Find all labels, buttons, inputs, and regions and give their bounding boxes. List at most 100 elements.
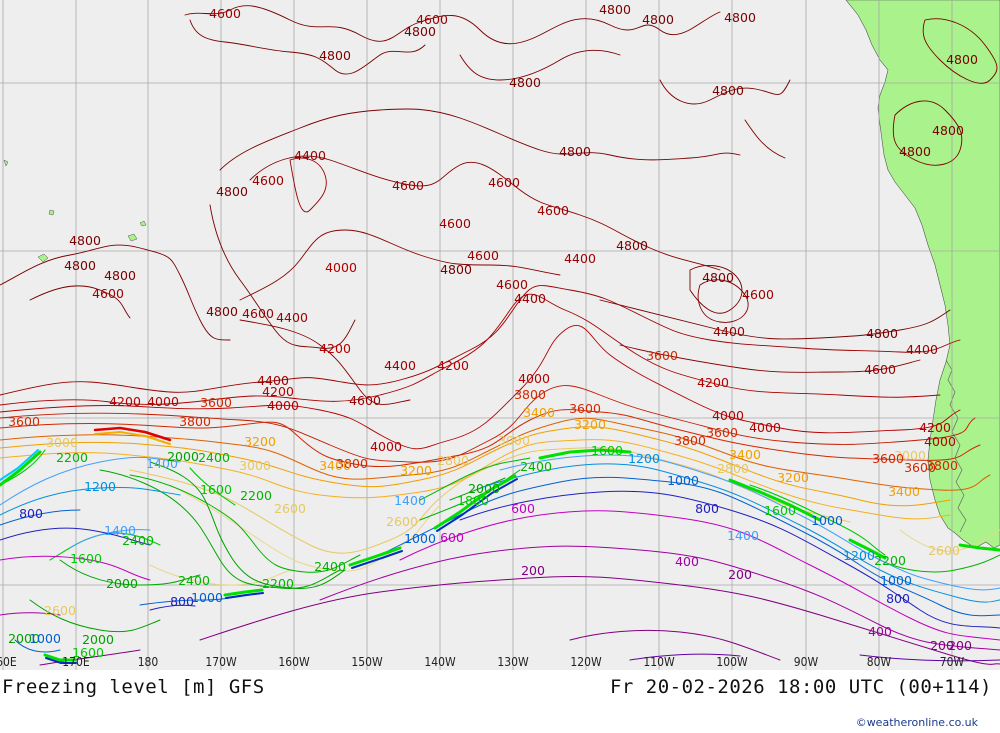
contour-label: 1000 (404, 531, 436, 546)
contour-label: 4800 (616, 238, 648, 253)
contour-4800-land (922, 18, 998, 84)
contour-4600 (697, 279, 749, 323)
contour-label: 4400 (384, 358, 416, 373)
longitude-tick-label: 160E (0, 655, 17, 669)
contour-label: 4800 (724, 10, 756, 25)
contour-label: 3800 (674, 433, 706, 448)
contour-label: 1400 (146, 456, 178, 471)
contour-label: 4800 (702, 270, 734, 285)
contour-label: 4400 (713, 324, 745, 339)
contour-label: 3600 (8, 414, 40, 429)
contour-label: 4800 (440, 262, 472, 277)
contour-label: 3600 (706, 425, 738, 440)
longitude-tick-label: 70W (940, 655, 965, 669)
contour-800 (149, 604, 196, 611)
contour-label: 4800 (899, 144, 931, 159)
contour-label: 200 (728, 567, 752, 582)
contour-label: 200 (521, 563, 545, 578)
credit-link[interactable]: ©weatheronline.co.uk (855, 716, 978, 729)
contour-label: 4000 (267, 398, 299, 413)
contour-label: 4400 (906, 342, 938, 357)
longitude-tick-label: 120W (570, 655, 602, 669)
longitude-tick-label: 150W (351, 655, 383, 669)
jet-segment (436, 478, 518, 532)
contour-label: 1400 (394, 493, 426, 508)
jet-segment (225, 592, 264, 599)
contour-label: 4600 (349, 393, 381, 408)
contour-label: 1000 (191, 590, 223, 605)
contour-label: 4400 (257, 373, 289, 388)
contour-600 (0, 555, 151, 581)
contour-label: 1600 (70, 551, 102, 566)
jet-segment (958, 543, 1000, 552)
contour-200 (199, 575, 1000, 665)
contour-label: 4200 (697, 375, 729, 390)
contour-4400 (289, 157, 327, 213)
contour-1600 (749, 484, 886, 556)
contour-label: 2000 (106, 576, 138, 591)
longitude-tick-label: 110W (643, 655, 675, 669)
contour-label: 3000 (894, 448, 926, 463)
jet-segment (433, 474, 517, 530)
jet-segment (348, 546, 402, 567)
jet-segment (351, 550, 403, 569)
contour-label: 2200 (262, 576, 294, 591)
contour-4800 (209, 204, 356, 349)
contour-2200 (59, 559, 201, 586)
contour-label: 3400 (888, 484, 920, 499)
contour-label: 4200 (262, 384, 294, 399)
contour-label: 2600 (274, 501, 306, 516)
contour-4800 (0, 244, 231, 341)
contour-2000 (29, 599, 161, 633)
contour-label: 1400 (727, 528, 759, 543)
jet-segment (538, 448, 632, 460)
contour-label: 2600 (928, 543, 960, 558)
contour-label: 4600 (209, 6, 241, 21)
contour-4800 (744, 119, 786, 159)
contour-label: 3800 (514, 387, 546, 402)
longitude-tick-label: 160W (278, 655, 310, 669)
contour-1000 (14, 639, 61, 653)
contour-label: 4800 (64, 258, 96, 273)
contour-label: 3200 (777, 470, 809, 485)
contour-label: 3600 (646, 348, 678, 363)
contour-label: 4200 (109, 394, 141, 409)
contour-label: 4000 (712, 408, 744, 423)
contour-800 (0, 527, 151, 546)
longitude-tick-label: 170W (205, 655, 237, 669)
contour-label: 4400 (514, 291, 546, 306)
contour-label: 2400 (314, 559, 346, 574)
contour-label: 1600 (200, 482, 232, 497)
contour-label: 3200 (574, 417, 606, 432)
contour-label: 3200 (400, 463, 432, 478)
contour-label: 3000 (498, 433, 530, 448)
contour-label: 1000 (667, 473, 699, 488)
contour-2600 (899, 529, 1000, 552)
contour-3400 (0, 417, 991, 491)
contour-label: 2800 (437, 453, 469, 468)
contour-1200 (0, 486, 181, 516)
jet-segment (45, 657, 77, 664)
contour-200 (39, 649, 141, 666)
contour-label: 600 (511, 501, 535, 516)
contour-2800 (129, 447, 851, 554)
contour-1400 (499, 454, 1000, 591)
longitude-tick-label: 180 (138, 655, 159, 669)
contour-label: 4600 (416, 12, 448, 27)
contour-0 (629, 653, 741, 661)
contour-label: 3200 (244, 434, 276, 449)
contour-400 (0, 612, 61, 616)
contour-label: 4800 (599, 2, 631, 17)
contour-label: 4000 (749, 420, 781, 435)
contour-label: 2000 (82, 632, 114, 647)
contour-label: 4800 (404, 24, 436, 39)
contour-4200 (0, 293, 941, 406)
contour-2600 (149, 564, 291, 586)
contour-label: 4000 (924, 434, 956, 449)
contour-label: 2000 (8, 631, 40, 646)
contour-4800 (29, 285, 131, 319)
contour-4000 (0, 324, 961, 450)
ocean-background (0, 0, 1000, 670)
jet-segment (848, 538, 887, 560)
